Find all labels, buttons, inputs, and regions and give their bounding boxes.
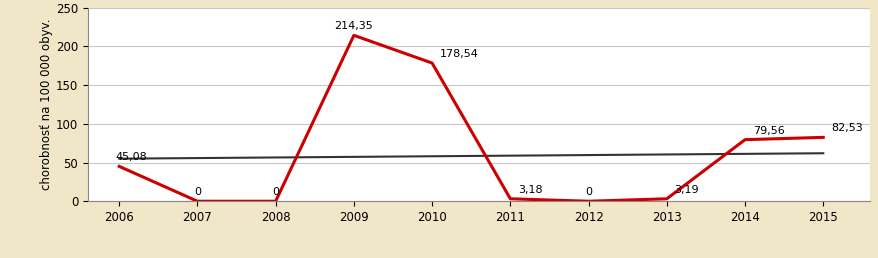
chorobnosť	[661, 197, 672, 200]
Y-axis label: chorobnosť na 100 000 obyv.: chorobnosť na 100 000 obyv.	[40, 19, 53, 190]
Text: 0: 0	[585, 187, 592, 197]
Text: 3,18: 3,18	[517, 185, 543, 195]
chorobnosť	[427, 61, 437, 64]
Text: 178,54: 178,54	[439, 49, 479, 59]
Text: 82,53: 82,53	[830, 124, 862, 133]
chorobnosť	[739, 138, 750, 141]
Text: 79,56: 79,56	[752, 126, 784, 136]
chorobnosť	[349, 34, 359, 37]
chorobnosť	[270, 200, 281, 203]
Line: chorobnosť: chorobnosť	[119, 35, 823, 201]
Text: 45,08: 45,08	[115, 152, 147, 163]
chorobnosť	[583, 200, 594, 203]
chorobnosť	[114, 165, 125, 168]
Text: 214,35: 214,35	[335, 21, 373, 31]
Text: 0: 0	[272, 187, 279, 197]
Text: 3,19: 3,19	[673, 185, 699, 195]
Text: 0: 0	[194, 187, 201, 197]
chorobnosť	[192, 200, 203, 203]
chorobnosť	[817, 136, 828, 139]
chorobnosť	[505, 197, 515, 200]
